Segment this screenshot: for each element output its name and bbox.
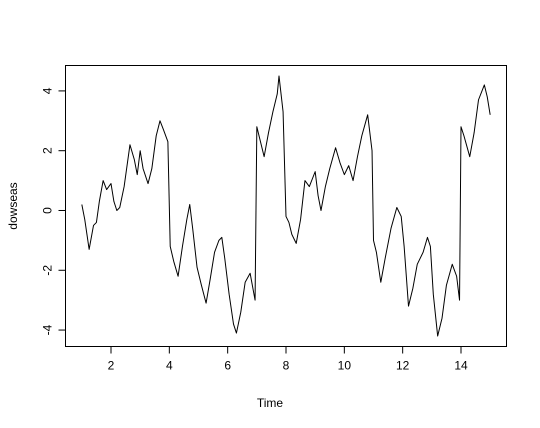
- y-tick-label: 4: [41, 87, 55, 94]
- x-tick-label: 14: [454, 359, 468, 373]
- x-tick-label: 10: [338, 359, 352, 373]
- x-tick-label: 8: [283, 359, 290, 373]
- x-tick-label: 2: [108, 359, 115, 373]
- x-tick-label: 4: [166, 359, 173, 373]
- y-tick-label: -2: [41, 265, 55, 276]
- series-line: [81, 75, 491, 337]
- y-axis-label: dowseas: [6, 182, 20, 229]
- x-tick-label: 6: [224, 359, 231, 373]
- x-axis-label: Time: [257, 396, 284, 410]
- y-tick-label: 0: [41, 207, 55, 214]
- y-tick-label: 2: [41, 147, 55, 154]
- y-tick-label: -4: [41, 324, 55, 335]
- x-tick-label: 12: [396, 359, 410, 373]
